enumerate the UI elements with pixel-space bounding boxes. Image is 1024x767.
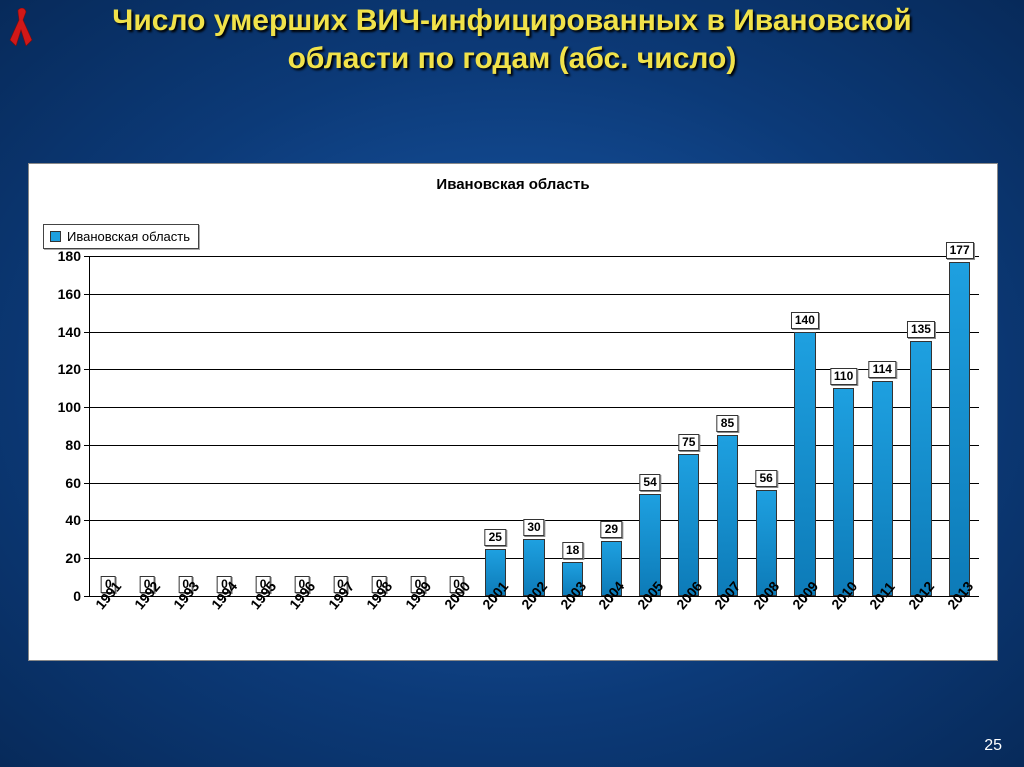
y-tick-label: 160 [58,286,81,302]
value-label: 54 [639,474,660,491]
y-tick-label: 40 [65,512,81,528]
value-label: 18 [562,542,583,559]
y-tick-mark [84,369,89,370]
bar [756,490,777,596]
slide-title: Число умерших ВИЧ-инфицированных в Ивано… [0,2,1024,77]
value-label: 110 [830,368,857,385]
value-label: 30 [523,519,544,536]
bar [717,435,738,596]
legend-swatch [50,231,61,242]
chart-plot-area: 0204060801001201401601800199101992019930… [89,256,979,596]
chart-title: Ивановская область [29,176,997,193]
page-number: 25 [984,737,1002,755]
y-tick-label: 140 [58,324,81,340]
y-tick-mark [84,445,89,446]
value-label: 114 [869,361,896,378]
slide: Число умерших ВИЧ-инфицированных в Ивано… [0,0,1024,767]
value-label: 75 [678,434,699,451]
y-tick-label: 180 [58,248,81,264]
value-label: 135 [907,321,935,338]
value-label: 177 [946,242,974,259]
value-label: 85 [717,415,738,432]
gridline [89,294,979,295]
y-tick-label: 120 [58,361,81,377]
y-tick-mark [84,407,89,408]
y-tick-label: 100 [58,399,81,415]
chart-legend: Ивановская область [43,224,199,249]
legend-label: Ивановская область [67,229,190,244]
bar [910,341,931,596]
y-tick-label: 20 [65,550,81,566]
y-tick-mark [84,520,89,521]
y-tick-mark [84,483,89,484]
bar [872,381,893,596]
value-label: 29 [601,521,622,538]
y-tick-mark [84,332,89,333]
bar [833,388,854,596]
y-axis [89,256,90,596]
y-tick-label: 0 [73,588,81,604]
value-label: 56 [755,470,776,487]
y-tick-mark [84,558,89,559]
bar [949,262,970,596]
value-label: 140 [791,312,819,329]
y-tick-mark [84,256,89,257]
gridline [89,256,979,257]
gridline [89,332,979,333]
y-tick-label: 80 [65,437,81,453]
value-label: 25 [485,529,506,546]
bar [678,454,699,596]
y-tick-label: 60 [65,475,81,491]
y-tick-mark [84,596,89,597]
bar [794,332,815,596]
chart-panel: Ивановская область Ивановская область 02… [28,163,998,661]
y-tick-mark [84,294,89,295]
